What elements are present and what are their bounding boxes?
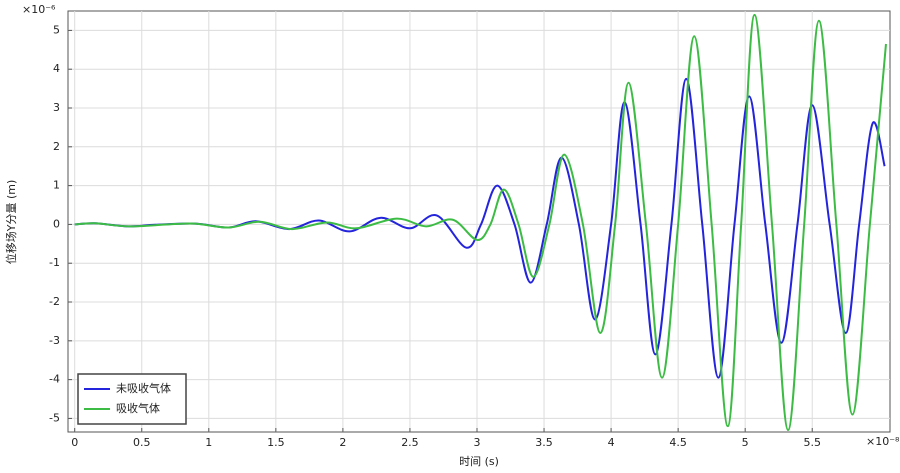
x-tick-label: 4 <box>608 436 615 449</box>
x-tick-label: 2.5 <box>401 436 419 449</box>
series-line <box>74 13 887 432</box>
y-tick-label: -5 <box>49 411 60 424</box>
x-tick-label: 4.5 <box>669 436 687 449</box>
series-line <box>74 77 886 379</box>
legend-box <box>77 373 187 425</box>
y-multiplier: ×10⁻⁶ <box>22 3 56 16</box>
x-axis-label: 时间 (s) <box>459 455 499 468</box>
y-tick-label: 5 <box>53 23 60 36</box>
x-tick-label: 3.5 <box>535 436 553 449</box>
y-tick-label: -3 <box>49 334 60 347</box>
y-tick-label: 1 <box>53 179 60 192</box>
x-tick-label: 1.5 <box>267 436 285 449</box>
x-tick-label: 5 <box>742 436 749 449</box>
y-tick-label: 0 <box>53 217 60 230</box>
y-tick-label: -4 <box>49 373 60 386</box>
x-tick-label: 0.5 <box>133 436 151 449</box>
plot-frame <box>67 10 891 433</box>
y-tick-label: 3 <box>53 101 60 114</box>
y-tick-label: -1 <box>49 256 60 269</box>
legend-label: 未吸收气体 <box>116 381 171 395</box>
x-multiplier: ×10⁻⁸ <box>866 435 900 448</box>
x-tick-label: 3 <box>473 436 480 449</box>
y-tick-label: -2 <box>49 295 60 308</box>
y-axis-label: 位移场Y分量 (m) <box>4 180 18 265</box>
x-tick-label: 0 <box>71 436 78 449</box>
legend-label: 吸收气体 <box>116 401 160 415</box>
x-tick-label: 2 <box>339 436 346 449</box>
x-tick-label: 5.5 <box>803 436 821 449</box>
y-tick-label: 2 <box>53 140 60 153</box>
y-tick-label: 4 <box>53 62 60 75</box>
x-tick-label: 1 <box>205 436 212 449</box>
